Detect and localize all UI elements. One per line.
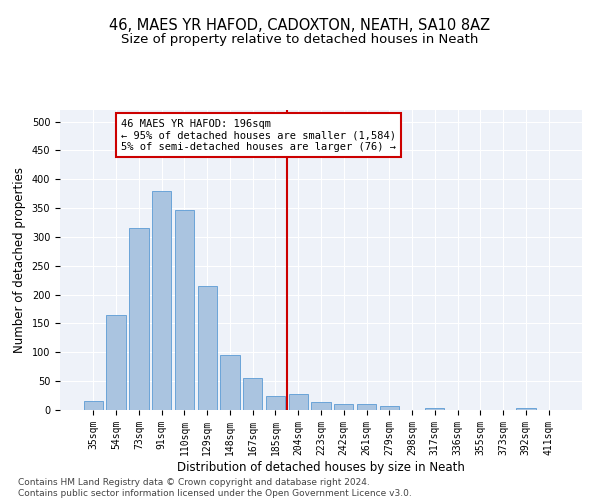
- Text: 46, MAES YR HAFOD, CADOXTON, NEATH, SA10 8AZ: 46, MAES YR HAFOD, CADOXTON, NEATH, SA10…: [109, 18, 491, 32]
- Bar: [266, 396, 285, 410]
- Bar: [220, 355, 239, 410]
- Bar: [175, 210, 194, 410]
- Bar: [84, 402, 103, 410]
- Text: 46 MAES YR HAFOD: 196sqm
← 95% of detached houses are smaller (1,584)
5% of semi: 46 MAES YR HAFOD: 196sqm ← 95% of detach…: [121, 118, 396, 152]
- Bar: [243, 378, 262, 410]
- Bar: [516, 408, 536, 410]
- Bar: [289, 394, 308, 410]
- Bar: [197, 286, 217, 410]
- Bar: [357, 404, 376, 410]
- Bar: [129, 228, 149, 410]
- Bar: [425, 408, 445, 410]
- Bar: [106, 315, 126, 410]
- Bar: [380, 406, 399, 410]
- Bar: [152, 191, 172, 410]
- Y-axis label: Number of detached properties: Number of detached properties: [13, 167, 26, 353]
- X-axis label: Distribution of detached houses by size in Neath: Distribution of detached houses by size …: [177, 460, 465, 473]
- Text: Size of property relative to detached houses in Neath: Size of property relative to detached ho…: [121, 32, 479, 46]
- Bar: [311, 402, 331, 410]
- Text: Contains HM Land Registry data © Crown copyright and database right 2024.
Contai: Contains HM Land Registry data © Crown c…: [18, 478, 412, 498]
- Bar: [334, 404, 353, 410]
